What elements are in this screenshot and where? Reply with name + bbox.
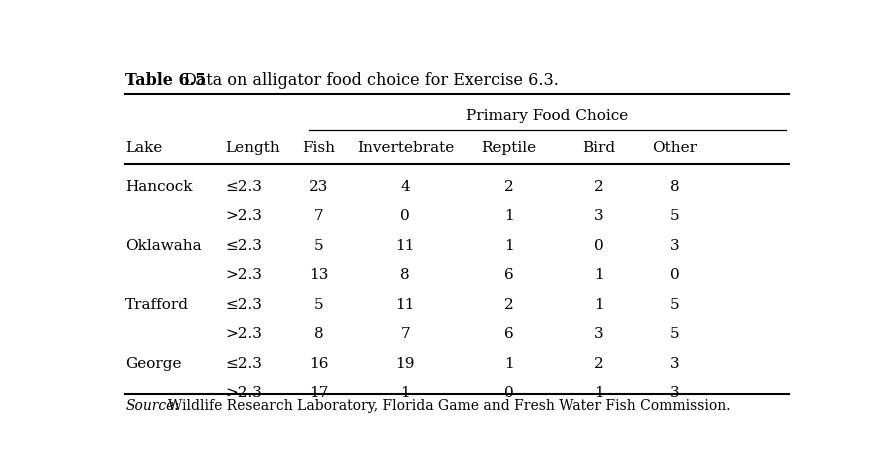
Text: 2: 2 — [504, 298, 514, 312]
Text: Oklawaha: Oklawaha — [125, 239, 202, 253]
Text: 8: 8 — [314, 327, 324, 341]
Text: 7: 7 — [314, 209, 324, 223]
Text: 5: 5 — [314, 239, 324, 253]
Text: 6: 6 — [504, 327, 514, 341]
Text: 5: 5 — [670, 298, 680, 312]
Text: ≤2.3: ≤2.3 — [226, 298, 262, 312]
Text: 2: 2 — [504, 180, 514, 194]
Text: Source:: Source: — [125, 399, 179, 413]
Text: 8: 8 — [670, 180, 680, 194]
Text: Trafford: Trafford — [125, 298, 189, 312]
Text: 5: 5 — [670, 327, 680, 341]
Text: 23: 23 — [310, 180, 328, 194]
Text: 13: 13 — [310, 268, 328, 282]
Text: 1: 1 — [504, 239, 514, 253]
Text: 2: 2 — [594, 357, 604, 371]
Text: >2.3: >2.3 — [226, 327, 262, 341]
Text: ≤2.3: ≤2.3 — [226, 180, 262, 194]
Text: Data on alligator food choice for Exercise 6.3.: Data on alligator food choice for Exerci… — [184, 73, 559, 89]
Text: Invertebrate: Invertebrate — [357, 141, 454, 155]
Text: 6: 6 — [504, 268, 514, 282]
Text: >2.3: >2.3 — [226, 209, 262, 223]
Text: Reptile: Reptile — [482, 141, 537, 155]
Text: Wildlife Research Laboratory, Florida Game and Fresh Water Fish Commission.: Wildlife Research Laboratory, Florida Ga… — [169, 399, 731, 413]
Text: 1: 1 — [504, 357, 514, 371]
Text: 0: 0 — [504, 387, 514, 401]
Text: Table 6.5: Table 6.5 — [125, 73, 207, 89]
Text: 11: 11 — [395, 239, 415, 253]
Text: 0: 0 — [670, 268, 680, 282]
Text: 16: 16 — [310, 357, 328, 371]
Text: 3: 3 — [594, 327, 604, 341]
Text: 0: 0 — [401, 209, 410, 223]
Text: 3: 3 — [670, 387, 680, 401]
Text: 3: 3 — [594, 209, 604, 223]
Text: 1: 1 — [504, 209, 514, 223]
Text: 3: 3 — [670, 357, 680, 371]
Text: 5: 5 — [314, 298, 324, 312]
Text: 1: 1 — [401, 387, 410, 401]
Text: 19: 19 — [395, 357, 415, 371]
Text: 0: 0 — [594, 239, 604, 253]
Text: 17: 17 — [310, 387, 328, 401]
Text: 11: 11 — [395, 298, 415, 312]
Text: 1: 1 — [594, 387, 604, 401]
Text: 8: 8 — [401, 268, 410, 282]
Text: Bird: Bird — [582, 141, 615, 155]
Text: Lake: Lake — [125, 141, 162, 155]
Text: 7: 7 — [401, 327, 410, 341]
Text: 1: 1 — [594, 298, 604, 312]
Text: 5: 5 — [670, 209, 680, 223]
Text: Fish: Fish — [302, 141, 335, 155]
Text: Primary Food Choice: Primary Food Choice — [466, 109, 628, 123]
Text: Length: Length — [226, 141, 280, 155]
Text: ≤2.3: ≤2.3 — [226, 357, 262, 371]
Text: 4: 4 — [401, 180, 410, 194]
Text: >2.3: >2.3 — [226, 268, 262, 282]
Text: 1: 1 — [594, 268, 604, 282]
Text: >2.3: >2.3 — [226, 387, 262, 401]
Text: Hancock: Hancock — [125, 180, 193, 194]
Text: George: George — [125, 357, 182, 371]
Text: 2: 2 — [594, 180, 604, 194]
Text: ≤2.3: ≤2.3 — [226, 239, 262, 253]
Text: 3: 3 — [670, 239, 680, 253]
Text: Other: Other — [652, 141, 698, 155]
